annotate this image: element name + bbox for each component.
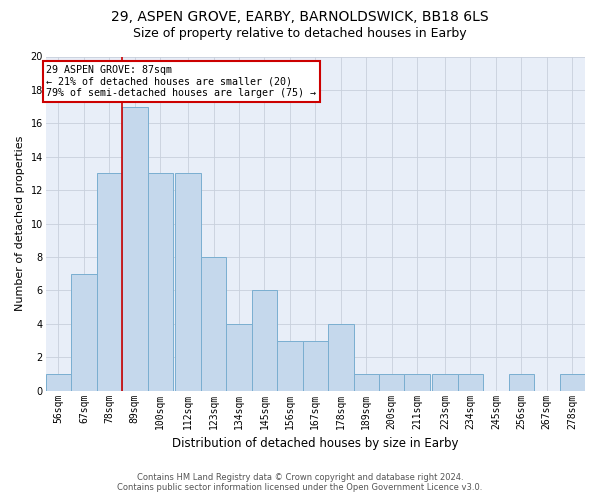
Bar <box>458 374 483 390</box>
Bar <box>277 340 302 390</box>
Y-axis label: Number of detached properties: Number of detached properties <box>15 136 25 312</box>
Bar <box>328 324 353 390</box>
Text: 29, ASPEN GROVE, EARBY, BARNOLDSWICK, BB18 6LS: 29, ASPEN GROVE, EARBY, BARNOLDSWICK, BB… <box>111 10 489 24</box>
Bar <box>560 374 585 390</box>
Bar <box>509 374 534 390</box>
Bar <box>148 174 173 390</box>
Bar <box>122 106 148 391</box>
Bar <box>175 174 201 390</box>
Bar <box>226 324 252 390</box>
Bar <box>404 374 430 390</box>
Bar <box>201 257 226 390</box>
Bar <box>46 374 71 390</box>
Text: Size of property relative to detached houses in Earby: Size of property relative to detached ho… <box>133 28 467 40</box>
X-axis label: Distribution of detached houses by size in Earby: Distribution of detached houses by size … <box>172 437 458 450</box>
Bar <box>97 174 122 390</box>
Bar <box>302 340 328 390</box>
Bar <box>379 374 404 390</box>
Bar <box>252 290 277 390</box>
Text: 29 ASPEN GROVE: 87sqm
← 21% of detached houses are smaller (20)
79% of semi-deta: 29 ASPEN GROVE: 87sqm ← 21% of detached … <box>46 65 316 98</box>
Bar <box>432 374 458 390</box>
Bar <box>71 274 97 390</box>
Bar <box>353 374 379 390</box>
Text: Contains HM Land Registry data © Crown copyright and database right 2024.
Contai: Contains HM Land Registry data © Crown c… <box>118 473 482 492</box>
